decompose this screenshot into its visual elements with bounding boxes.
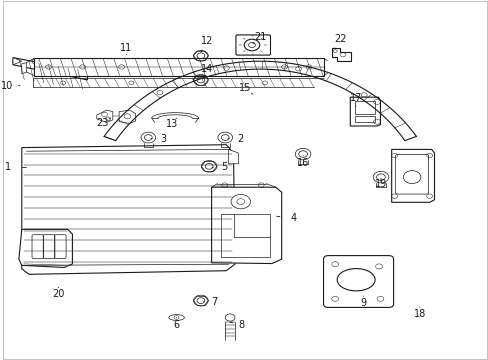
Polygon shape — [97, 110, 113, 122]
Text: 16: 16 — [296, 158, 308, 168]
Text: 1: 1 — [5, 162, 11, 172]
Text: 13: 13 — [165, 119, 178, 129]
Text: 18: 18 — [413, 309, 425, 319]
Polygon shape — [13, 58, 87, 80]
Polygon shape — [13, 58, 22, 65]
Text: 6: 6 — [173, 320, 179, 330]
Polygon shape — [349, 97, 380, 126]
Polygon shape — [391, 149, 434, 202]
Text: 9: 9 — [360, 298, 366, 308]
FancyBboxPatch shape — [323, 256, 393, 307]
Polygon shape — [211, 187, 281, 264]
Text: 17: 17 — [349, 93, 361, 103]
Polygon shape — [34, 58, 323, 76]
Polygon shape — [332, 48, 350, 61]
Text: 10: 10 — [1, 81, 13, 91]
Text: 3: 3 — [160, 134, 165, 144]
Polygon shape — [22, 145, 234, 274]
Text: 5: 5 — [221, 162, 227, 172]
Text: 19: 19 — [374, 179, 386, 189]
Polygon shape — [119, 110, 135, 123]
Text: 11: 11 — [120, 42, 132, 53]
Text: 7: 7 — [210, 297, 217, 307]
FancyBboxPatch shape — [235, 35, 270, 55]
Text: 21: 21 — [254, 32, 266, 42]
Text: 2: 2 — [237, 134, 244, 144]
Text: 14: 14 — [200, 64, 212, 74]
Text: 22: 22 — [334, 34, 346, 44]
Text: 20: 20 — [52, 289, 64, 300]
Polygon shape — [228, 149, 238, 164]
Text: 4: 4 — [290, 213, 296, 223]
Text: 15: 15 — [238, 83, 250, 93]
Text: 12: 12 — [200, 36, 212, 46]
Polygon shape — [19, 229, 72, 267]
Polygon shape — [22, 63, 27, 74]
Text: 8: 8 — [238, 320, 244, 330]
Text: 23: 23 — [96, 118, 108, 128]
